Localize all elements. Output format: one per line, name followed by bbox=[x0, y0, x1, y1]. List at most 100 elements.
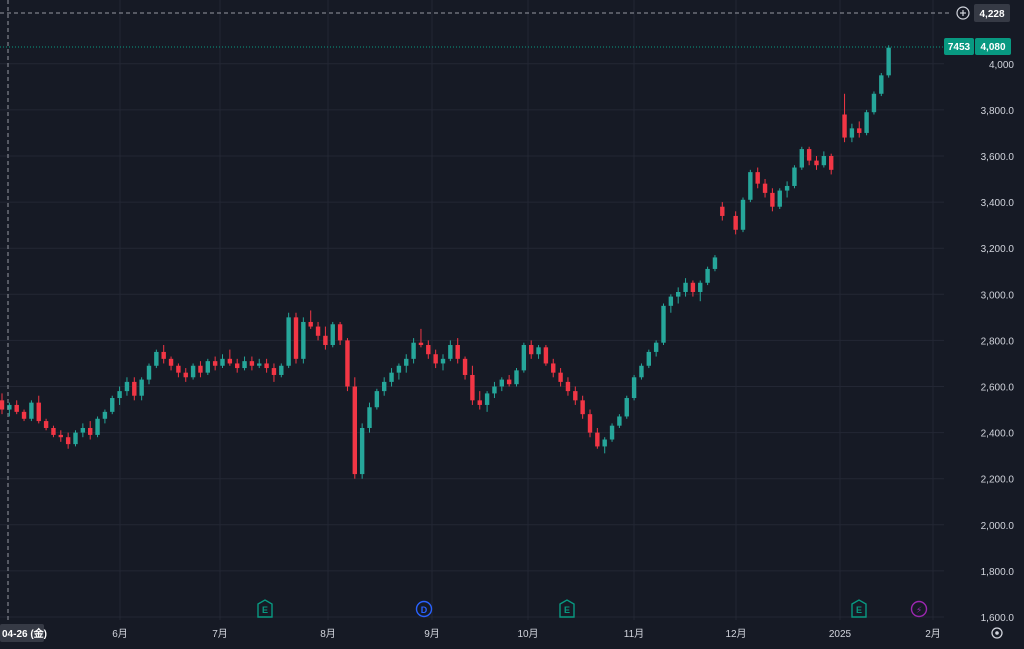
symbol-label: 7453 bbox=[948, 42, 971, 53]
candle-body bbox=[227, 358, 233, 364]
candle bbox=[36, 395, 41, 424]
candle bbox=[609, 423, 615, 442]
candle bbox=[879, 73, 884, 97]
candle bbox=[492, 381, 497, 399]
candle bbox=[748, 169, 753, 203]
candle bbox=[792, 165, 797, 189]
candle-body bbox=[220, 358, 225, 366]
candle-body bbox=[0, 400, 5, 410]
candle bbox=[521, 342, 527, 373]
time-axis[interactable]: 6月 7月 8月 9月 10月 11月 12月 2025 2月 bbox=[112, 628, 941, 640]
candle bbox=[367, 402, 372, 433]
candle bbox=[821, 151, 827, 168]
candle-body bbox=[602, 439, 607, 447]
candle-body bbox=[418, 342, 424, 346]
candle bbox=[264, 358, 269, 373]
price-axis[interactable]: 1,600.0 1,800.0 2,000.0 2,200.0 2,400.0 2,600… bbox=[981, 60, 1015, 624]
candle bbox=[587, 409, 593, 438]
candle-body bbox=[190, 365, 196, 378]
candle bbox=[65, 432, 71, 449]
time-axis-label: 9月 bbox=[424, 628, 440, 640]
candle-body bbox=[653, 342, 659, 352]
candle-body bbox=[301, 321, 306, 359]
candle bbox=[308, 310, 313, 329]
candle bbox=[631, 374, 637, 401]
candle-body bbox=[374, 391, 380, 408]
candle bbox=[849, 123, 855, 143]
candle-body bbox=[762, 183, 768, 193]
price-tick-label: 2,400.0 bbox=[981, 429, 1015, 440]
event-split-icon[interactable]: ⚡ bbox=[910, 600, 928, 618]
candle-body bbox=[733, 215, 738, 230]
candle-body bbox=[440, 358, 446, 364]
candle-body bbox=[249, 361, 255, 366]
candle bbox=[374, 388, 380, 410]
candle bbox=[418, 328, 424, 348]
candle-body bbox=[286, 317, 291, 366]
candle bbox=[124, 377, 130, 396]
event-earnings-icon[interactable]: E bbox=[851, 599, 867, 618]
candle bbox=[558, 368, 563, 387]
candle bbox=[484, 391, 490, 412]
candle-body bbox=[235, 363, 240, 369]
candle-body bbox=[168, 358, 174, 366]
candle-body bbox=[646, 351, 651, 366]
time-axis-label: 2025 bbox=[829, 629, 852, 640]
candle-body bbox=[345, 340, 350, 387]
candle bbox=[646, 349, 651, 369]
candle bbox=[146, 363, 152, 385]
candle-body bbox=[95, 418, 100, 435]
candle-body bbox=[609, 425, 615, 440]
candle bbox=[88, 421, 93, 440]
last-price-value: 4,080 bbox=[980, 42, 1005, 53]
gear-icon[interactable] bbox=[991, 627, 1003, 639]
event-earnings-icon[interactable]: E bbox=[257, 599, 273, 618]
price-tick-label: 4,000 bbox=[989, 60, 1014, 71]
candle-body bbox=[161, 351, 166, 359]
candle-body bbox=[784, 185, 790, 191]
candle bbox=[690, 280, 696, 297]
candle-body bbox=[330, 324, 335, 346]
candle bbox=[404, 354, 409, 373]
candle-body bbox=[514, 370, 519, 385]
event-letter: ⚡ bbox=[916, 605, 922, 615]
candle-body bbox=[639, 365, 644, 378]
candle bbox=[580, 395, 585, 419]
candle bbox=[829, 153, 834, 175]
candle-body bbox=[404, 358, 409, 366]
candle-body bbox=[29, 402, 34, 419]
candle-body bbox=[102, 411, 108, 419]
candle bbox=[617, 414, 622, 428]
plus-circle-icon[interactable] bbox=[956, 6, 970, 20]
candle-body bbox=[580, 400, 585, 415]
candle-body bbox=[879, 75, 884, 94]
candle bbox=[132, 377, 137, 401]
event-markers[interactable]: E D E E ⚡ bbox=[257, 599, 928, 618]
candle-body bbox=[792, 167, 797, 186]
price-tick-label: 3,800.0 bbox=[981, 106, 1015, 117]
candle bbox=[799, 146, 804, 170]
candle bbox=[740, 197, 746, 233]
candle bbox=[345, 338, 350, 392]
candle bbox=[14, 400, 19, 415]
candle bbox=[426, 340, 431, 359]
candle-body bbox=[857, 128, 862, 133]
candle bbox=[323, 326, 328, 350]
candle-body bbox=[499, 379, 504, 387]
candle-body bbox=[65, 437, 71, 445]
candle-body bbox=[668, 296, 674, 306]
candle bbox=[529, 340, 534, 359]
price-tick-label: 3,200.0 bbox=[981, 244, 1015, 255]
candle-body bbox=[705, 268, 710, 283]
event-dividend-icon[interactable]: D bbox=[415, 600, 433, 618]
time-axis-label: 8月 bbox=[320, 628, 336, 640]
candle bbox=[220, 354, 225, 369]
candlestick-series bbox=[0, 45, 891, 479]
candle bbox=[653, 340, 659, 357]
event-earnings-icon[interactable]: E bbox=[559, 599, 575, 618]
candle-body bbox=[396, 365, 402, 373]
price-tick-label: 3,600.0 bbox=[981, 152, 1015, 163]
candle-body bbox=[14, 404, 19, 412]
